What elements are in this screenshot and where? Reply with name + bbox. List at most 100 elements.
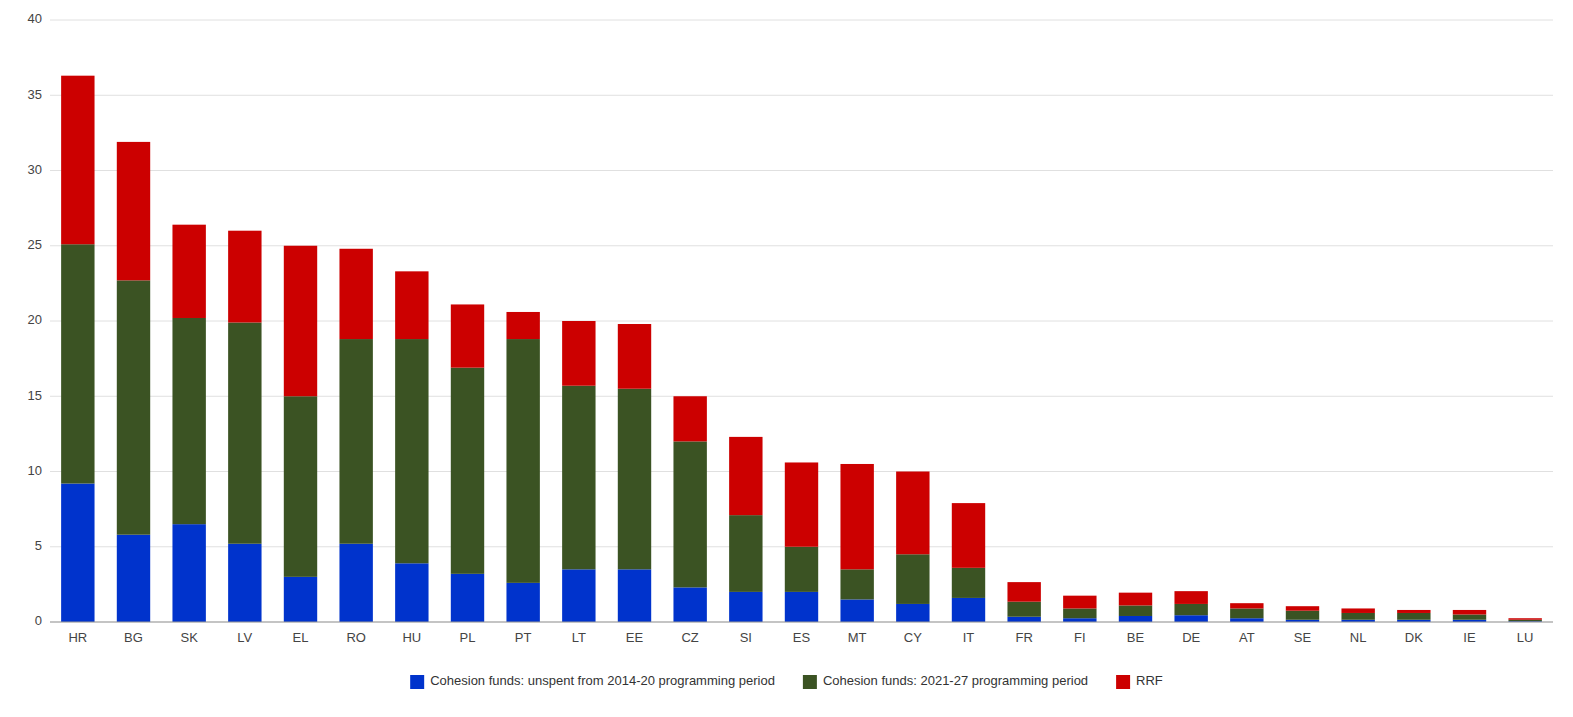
x-axis-line xyxy=(50,622,1553,623)
x-tick-label: FR xyxy=(1015,630,1032,645)
bar xyxy=(1230,618,1263,622)
grid-line xyxy=(50,396,1553,397)
x-tick-label: DK xyxy=(1405,630,1423,645)
bar xyxy=(451,368,484,574)
legend-item: Cohesion funds: unspent from 2014-20 pro… xyxy=(410,673,775,689)
x-tick-label: HU xyxy=(402,630,421,645)
bar xyxy=(1508,618,1541,620)
grid-line xyxy=(50,245,1553,246)
bar xyxy=(339,339,372,544)
bar xyxy=(117,535,150,622)
bar xyxy=(729,592,762,622)
y-tick-label: 30 xyxy=(28,162,42,177)
x-tick-label: ES xyxy=(793,630,811,645)
bar xyxy=(1230,608,1263,618)
x-tick-label: NL xyxy=(1350,630,1367,645)
legend: Cohesion funds: unspent from 2014-20 pro… xyxy=(410,673,1163,689)
bar xyxy=(952,598,985,622)
x-tick-label: SK xyxy=(180,630,198,645)
bar xyxy=(228,323,261,544)
bar xyxy=(952,568,985,598)
x-tick-label: AT xyxy=(1239,630,1255,645)
bar xyxy=(172,524,205,622)
y-tick-label: 10 xyxy=(28,463,42,478)
x-tick-label: SI xyxy=(740,630,752,645)
bar xyxy=(339,544,372,622)
bar xyxy=(1063,596,1096,609)
bar xyxy=(840,599,873,622)
bar xyxy=(618,389,651,570)
legend-swatch xyxy=(803,675,817,689)
bar xyxy=(1007,617,1040,622)
bar xyxy=(729,515,762,592)
bar xyxy=(506,583,539,622)
legend-swatch xyxy=(410,675,424,689)
y-tick-label: 20 xyxy=(28,312,42,327)
bar xyxy=(673,441,706,587)
x-tick-label: IT xyxy=(963,630,975,645)
bar xyxy=(896,604,929,622)
bar xyxy=(1341,613,1374,620)
grid-line xyxy=(50,95,1553,96)
bar xyxy=(1174,615,1207,622)
grid-line xyxy=(50,20,1553,21)
bar xyxy=(896,472,929,555)
bar xyxy=(785,547,818,592)
x-tick-label: LV xyxy=(237,630,252,645)
y-tick-label: 15 xyxy=(28,388,42,403)
y-tick-label: 25 xyxy=(28,237,42,252)
bar xyxy=(785,462,818,546)
bar xyxy=(896,554,929,604)
x-tick-label: PT xyxy=(515,630,532,645)
x-tick-label: BE xyxy=(1127,630,1145,645)
bar xyxy=(339,249,372,339)
bar xyxy=(1453,614,1486,619)
bar xyxy=(840,464,873,569)
bar xyxy=(1007,582,1040,602)
series xyxy=(61,76,1542,620)
bar xyxy=(228,231,261,323)
bar xyxy=(1119,616,1152,622)
bar xyxy=(284,396,317,577)
x-tick-label: DE xyxy=(1182,630,1200,645)
y-tick-label: 40 xyxy=(28,11,42,26)
bar xyxy=(729,437,762,515)
legend-label: Cohesion funds: unspent from 2014-20 pro… xyxy=(430,673,775,688)
bar xyxy=(1119,593,1152,606)
grid xyxy=(50,20,1553,622)
bar xyxy=(840,569,873,599)
bar xyxy=(1063,618,1096,622)
x-tick-label: FI xyxy=(1074,630,1086,645)
legend-label: Cohesion funds: 2021-27 programming peri… xyxy=(823,673,1088,688)
bar xyxy=(1341,608,1374,613)
grid-line xyxy=(50,321,1553,322)
bar xyxy=(506,339,539,583)
bar xyxy=(172,225,205,318)
x-tick-label: IE xyxy=(1463,630,1476,645)
x-tick-label: PL xyxy=(460,630,476,645)
bar xyxy=(395,339,428,563)
x-tick-label: HR xyxy=(68,630,87,645)
bar xyxy=(284,577,317,622)
x-tick-label: MT xyxy=(848,630,867,645)
bar xyxy=(1119,605,1152,616)
bar xyxy=(228,544,261,622)
bar xyxy=(952,503,985,568)
grid-line xyxy=(50,622,1553,623)
bar xyxy=(1230,603,1263,608)
bar xyxy=(618,324,651,389)
bar xyxy=(117,142,150,280)
bar xyxy=(618,569,651,622)
bar xyxy=(61,76,94,245)
bar xyxy=(1508,620,1541,622)
x-tick-label: RO xyxy=(346,630,366,645)
y-tick-label: 0 xyxy=(35,613,42,628)
bar xyxy=(1063,608,1096,618)
y-tick-label: 5 xyxy=(35,538,42,553)
bar xyxy=(673,587,706,622)
legend-label: RRF xyxy=(1136,673,1163,688)
bar xyxy=(451,574,484,622)
bar xyxy=(61,244,94,483)
bar xyxy=(562,386,595,570)
bar xyxy=(395,271,428,339)
